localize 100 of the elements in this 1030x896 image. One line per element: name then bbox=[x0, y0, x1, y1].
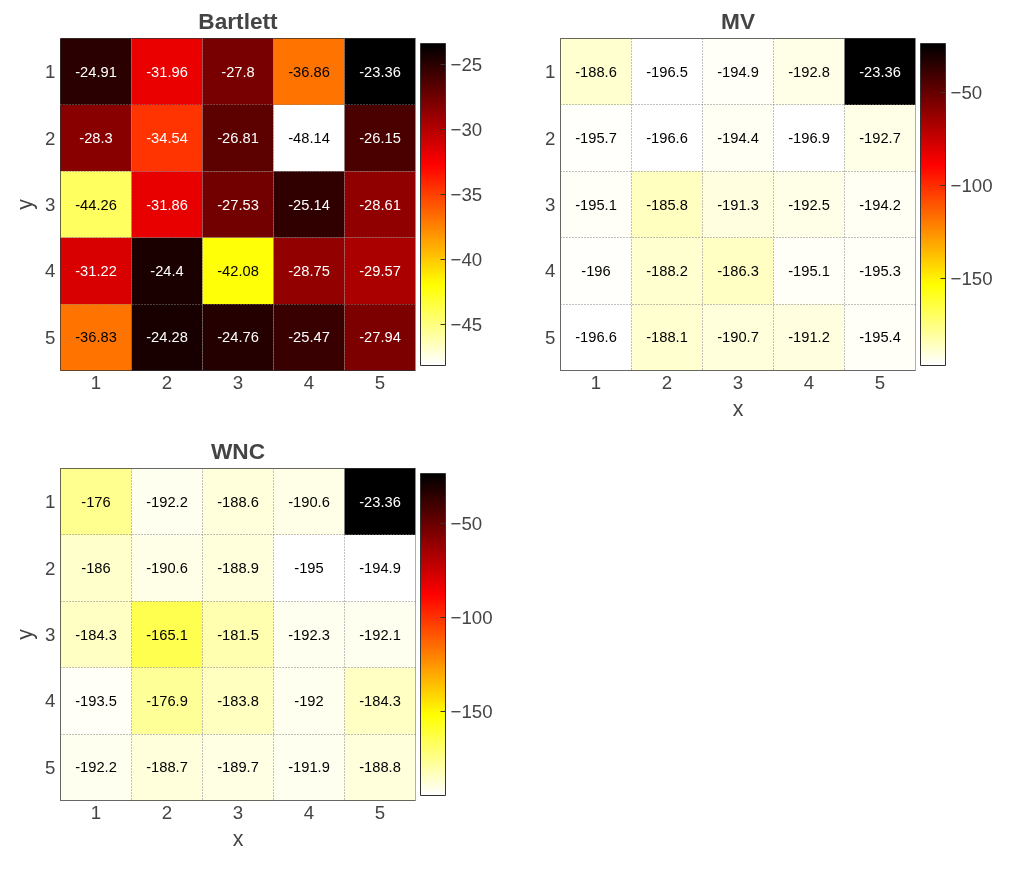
data-label: -192.2 bbox=[75, 759, 117, 776]
data-label: -192.1 bbox=[359, 626, 401, 643]
color-bar-label: −150 bbox=[950, 267, 993, 289]
y-tick-label: 5 bbox=[545, 326, 556, 348]
data-label: -26.81 bbox=[217, 130, 259, 147]
y-tick-label: 4 bbox=[45, 260, 56, 282]
y-tick-label: 2 bbox=[45, 557, 56, 579]
data-label: -23.36 bbox=[359, 493, 401, 510]
color-bar-label: −35 bbox=[450, 184, 483, 206]
x-tick-label: 4 bbox=[803, 371, 815, 393]
y-tick-label: 1 bbox=[45, 61, 56, 83]
y-tick-label: 3 bbox=[545, 194, 556, 215]
data-label: -184.3 bbox=[75, 626, 117, 643]
x-tick-label: 3 bbox=[232, 371, 244, 393]
y-tick-label: 5 bbox=[45, 326, 56, 348]
data-label: -31.96 bbox=[146, 63, 188, 80]
x-tick-label: 4 bbox=[303, 801, 315, 823]
y-tick-label: 2 bbox=[545, 127, 556, 149]
data-label: -195.4 bbox=[859, 329, 901, 346]
data-label: -192.5 bbox=[788, 196, 830, 213]
x-tick-label: 3 bbox=[232, 801, 244, 823]
data-label: -195.3 bbox=[859, 262, 901, 279]
data-label: -195.1 bbox=[575, 196, 617, 213]
x-tick-label: 3 bbox=[732, 371, 744, 393]
data-label: -194.9 bbox=[717, 63, 759, 80]
data-label: -44.26 bbox=[75, 196, 117, 213]
data-label: -23.36 bbox=[859, 63, 901, 80]
data-label: -190.6 bbox=[146, 560, 188, 577]
data-label: -192.3 bbox=[288, 626, 330, 643]
color-bar-label: −100 bbox=[450, 606, 493, 628]
chart-title: Bartlett bbox=[198, 7, 279, 34]
data-label: -195.1 bbox=[788, 262, 830, 279]
y-tick-label: 3 bbox=[45, 194, 56, 215]
data-label: -195 bbox=[294, 560, 324, 577]
data-label: -176 bbox=[81, 493, 111, 510]
y-tick-label: 1 bbox=[545, 61, 556, 83]
color-bar-label: −100 bbox=[950, 175, 993, 197]
data-label: -188.1 bbox=[646, 329, 688, 346]
data-label: -191.2 bbox=[788, 329, 830, 346]
data-label: -194.2 bbox=[859, 196, 901, 213]
data-label: -188.2 bbox=[646, 262, 688, 279]
x-tick-label: 2 bbox=[661, 371, 673, 393]
data-label: -188.8 bbox=[359, 759, 401, 776]
data-label: -24.4 bbox=[150, 262, 184, 279]
y-tick-label: 1 bbox=[45, 491, 56, 513]
y-tick-label: 5 bbox=[45, 756, 56, 778]
data-label: -176.9 bbox=[146, 692, 188, 709]
x-tick-label: 2 bbox=[161, 801, 173, 823]
data-label: -188.6 bbox=[217, 493, 259, 510]
data-label: -188.6 bbox=[575, 63, 617, 80]
color-bar-label: −25 bbox=[450, 54, 483, 76]
x-tick-label: 5 bbox=[374, 801, 386, 823]
data-label: -192.2 bbox=[146, 493, 188, 510]
data-label: -188.7 bbox=[146, 759, 188, 776]
data-label: -186.3 bbox=[717, 262, 759, 279]
data-label: -28.61 bbox=[359, 196, 401, 213]
data-label: -28.75 bbox=[288, 262, 330, 279]
data-label: -192.8 bbox=[788, 63, 830, 80]
x-axis-title: x bbox=[232, 826, 244, 851]
data-label: -190.7 bbox=[717, 329, 759, 346]
color-bar-label: −50 bbox=[950, 82, 983, 104]
y-axis-title: y bbox=[13, 198, 38, 210]
data-label: -194.4 bbox=[717, 130, 759, 147]
data-label: -24.28 bbox=[146, 329, 188, 346]
data-label: -31.86 bbox=[146, 196, 188, 213]
data-label: -42.08 bbox=[217, 262, 259, 279]
data-label: -36.83 bbox=[75, 329, 117, 346]
data-label: -165.1 bbox=[146, 626, 188, 643]
data-label: -24.91 bbox=[75, 63, 117, 80]
data-label: -191.3 bbox=[717, 196, 759, 213]
data-label: -184.3 bbox=[359, 692, 401, 709]
x-tick-label: 4 bbox=[303, 371, 315, 393]
data-label: -196.6 bbox=[575, 329, 617, 346]
data-label: -196 bbox=[581, 262, 611, 279]
data-label: -195.7 bbox=[575, 130, 617, 147]
x-tick-label: 2 bbox=[161, 371, 173, 393]
data-label: -193.5 bbox=[75, 692, 117, 709]
data-label: -192 bbox=[294, 692, 324, 709]
data-label: -25.47 bbox=[288, 329, 330, 346]
color-bar-label: −40 bbox=[450, 249, 483, 271]
data-label: -186 bbox=[81, 560, 111, 577]
color-bar-label: −45 bbox=[450, 314, 483, 336]
data-label: -23.36 bbox=[359, 63, 401, 80]
data-label: -191.9 bbox=[288, 759, 330, 776]
data-label: -25.14 bbox=[288, 196, 330, 213]
data-label: -29.57 bbox=[359, 262, 401, 279]
x-tick-label: 5 bbox=[374, 371, 386, 393]
data-label: -190.6 bbox=[288, 493, 330, 510]
data-label: -181.5 bbox=[217, 626, 259, 643]
color-bar-label: −30 bbox=[450, 119, 483, 141]
y-tick-label: 3 bbox=[45, 624, 56, 645]
data-label: -188.9 bbox=[217, 560, 259, 577]
data-label: -26.15 bbox=[359, 130, 401, 147]
data-label: -27.53 bbox=[217, 196, 259, 213]
color-bar-label: −50 bbox=[450, 512, 483, 534]
x-tick-label: 1 bbox=[590, 371, 602, 393]
y-tick-label: 2 bbox=[45, 127, 56, 149]
data-label: -27.8 bbox=[221, 63, 255, 80]
data-label: -189.7 bbox=[217, 759, 259, 776]
data-label: -196.9 bbox=[788, 130, 830, 147]
